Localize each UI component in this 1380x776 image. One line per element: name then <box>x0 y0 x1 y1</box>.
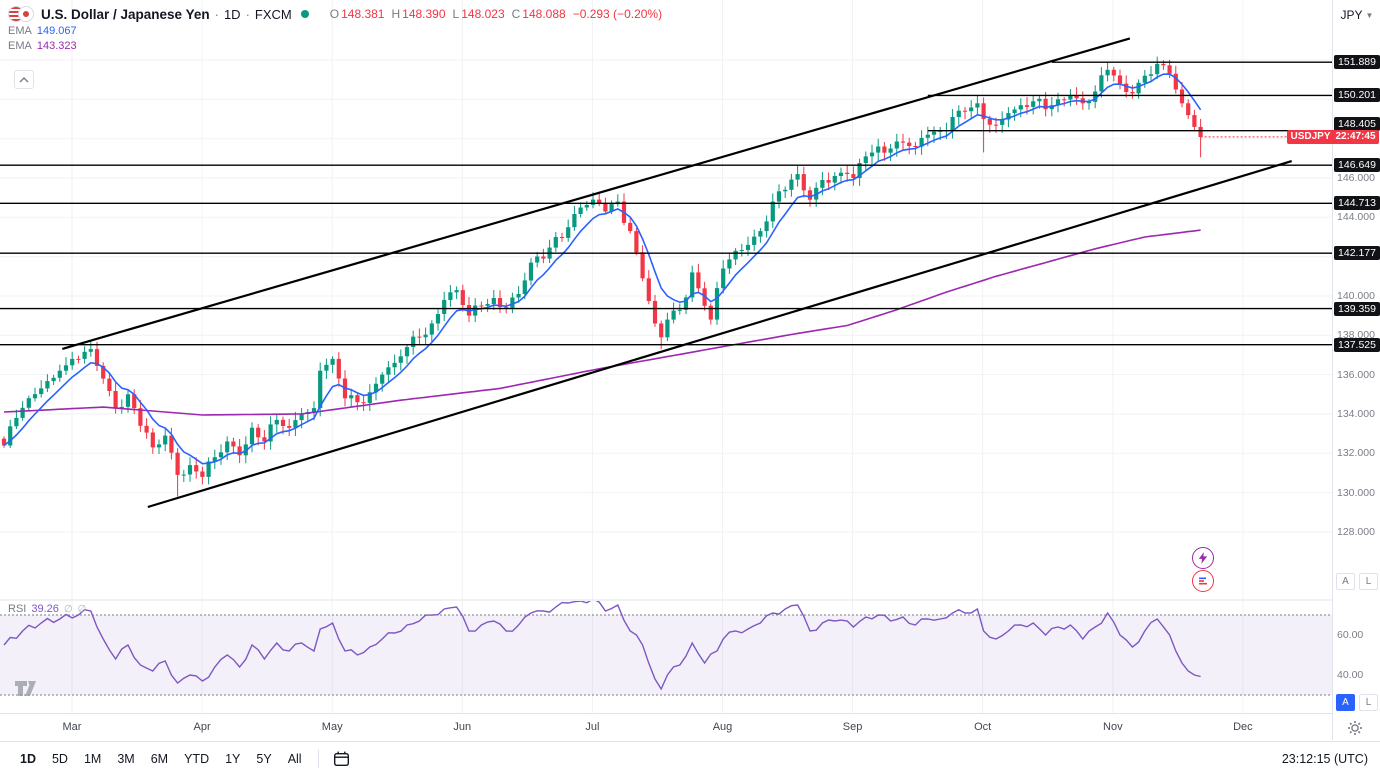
collapse-legend-button[interactable] <box>14 70 34 89</box>
rsi-value: 39.26 <box>31 603 59 615</box>
price-line-badge: 150.201 <box>1334 88 1380 103</box>
time-axis-month-label: Apr <box>193 721 211 733</box>
price-tick-label: 132.000 <box>1337 447 1375 460</box>
symbol-legend: U.S. Dollar / Japanese Yen · 1D · FXCM O… <box>8 6 662 52</box>
jp-flag-icon <box>18 6 34 22</box>
time-axis-month-label: Jun <box>453 721 472 733</box>
price-line-badge: 142.177 <box>1334 246 1380 261</box>
go-to-date-button[interactable] <box>327 749 356 769</box>
low-value: 148.023 <box>461 7 505 21</box>
price-axis[interactable]: JPY ▼ A L A L USDJPY 22:47:45 <box>1287 0 1380 742</box>
time-axis-month-label: Oct <box>974 721 992 733</box>
range-button-1y[interactable]: 1Y <box>225 752 241 766</box>
chevron-up-icon <box>19 76 29 82</box>
price-tick-label: 146.000 <box>1337 172 1375 184</box>
ema-slow-legend[interactable]: EMA 143.323 <box>8 40 662 52</box>
auto-scale-button-rsi[interactable]: A <box>1336 694 1355 711</box>
ema-fast-value: 149.067 <box>36 25 77 37</box>
calendar-icon <box>333 751 349 767</box>
ema-slow-label: EMA <box>8 40 32 52</box>
price-line-badge: 137.525 <box>1334 337 1380 352</box>
bottom-toolbar: 1D 5D 1M 3M 6M YTD 1Y 5Y All 23:12:15 (UTC) <box>0 741 1380 776</box>
chart-canvas[interactable] <box>0 0 1332 713</box>
range-button-3m[interactable]: 3M <box>117 752 135 766</box>
countdown-symbol: USDJPY <box>1290 130 1331 142</box>
exchange-label[interactable]: FXCM <box>254 6 292 22</box>
price-line-badge: 148.405 <box>1334 116 1380 131</box>
time-axis-month-label: Nov <box>1103 721 1123 733</box>
range-button-ytd[interactable]: YTD <box>184 752 210 766</box>
range-button-1m[interactable]: 1M <box>83 752 102 766</box>
toolbar-divider <box>317 750 319 768</box>
market-depth-icon[interactable] <box>1192 570 1214 592</box>
rsi-label: RSI <box>8 603 27 615</box>
symbol-title[interactable]: U.S. Dollar / Japanese Yen <box>41 6 210 22</box>
chart-floating-icons <box>1192 547 1214 592</box>
currency-label: JPY <box>1340 8 1363 22</box>
time-axis-month-label: Jul <box>585 721 600 733</box>
ema-slow-value: 143.323 <box>36 40 77 52</box>
interval-label[interactable]: 1D <box>223 6 241 22</box>
countdown-timer: 22:47:45 <box>1335 130 1376 142</box>
main-pane-scale-buttons: A L <box>1336 573 1378 590</box>
time-axis-month-label: Aug <box>712 721 733 733</box>
ema-fast-legend[interactable]: EMA 149.067 <box>8 25 662 37</box>
log-scale-button-rsi[interactable]: L <box>1359 694 1378 711</box>
high-value: 148.390 <box>402 7 446 21</box>
ohlc-values: O 148.381 H 148.390 L 148.023 C 148.088 −0.2… <box>329 7 663 21</box>
depth-bars-icon <box>1199 577 1207 585</box>
axis-settings-gear-icon[interactable] <box>1346 719 1364 742</box>
price-tick-label: 128.000 <box>1337 526 1375 538</box>
rsi-tick-label: 40.00 <box>1337 669 1364 681</box>
time-axis-month-label: Sep <box>842 721 863 733</box>
price-tick-label: 144.000 <box>1337 211 1375 224</box>
price-line-badge: 151.889 <box>1334 55 1380 70</box>
range-button-1d[interactable]: 1D <box>20 752 36 766</box>
instrument-logo <box>8 6 34 22</box>
change-value: −0.293 (−0.20%) <box>572 7 663 21</box>
price-tick-label: 136.000 <box>1337 368 1375 381</box>
time-axis[interactable]: Mar Apr May Jun Jul Aug Sep Oct Nov Dec <box>0 713 1332 741</box>
tradingview-logo[interactable] <box>14 680 38 702</box>
currency-selector[interactable]: JPY ▼ <box>1335 4 1379 26</box>
lightning-bolt-icon <box>1198 552 1208 564</box>
range-buttons: 1D 5D 1M 3M 6M YTD 1Y 5Y All <box>12 749 310 769</box>
time-axis-month-label: May <box>321 721 343 733</box>
range-button-5y[interactable]: 5Y <box>256 752 272 766</box>
separator-dot: · <box>214 6 219 22</box>
range-button-6m[interactable]: 6M <box>150 752 169 766</box>
rsi-legend[interactable]: RSI 39.26 ∅ ∅ <box>8 603 86 615</box>
time-axis-month-label: Dec <box>1233 721 1253 733</box>
clock-utc[interactable]: 23:12:15 (UTC) <box>1281 752 1368 766</box>
auto-scale-button-main[interactable]: A <box>1336 573 1355 590</box>
price-line-badge: 139.359 <box>1334 301 1380 316</box>
range-button-5d[interactable]: 5D <box>51 752 68 766</box>
range-button-all[interactable]: All <box>287 752 302 766</box>
separator-dot: · <box>245 6 250 22</box>
indicator-hide-icon[interactable]: ∅ <box>63 603 73 615</box>
price-tick-label: 140.000 <box>1337 290 1375 302</box>
price-line-badge: 146.649 <box>1334 158 1380 173</box>
chart-region[interactable]: U.S. Dollar / Japanese Yen · 1D · FXCM O… <box>0 0 1380 742</box>
rsi-tick-label: 60.00 <box>1337 629 1364 641</box>
log-scale-button-main[interactable]: L <box>1359 573 1378 590</box>
chevron-down-icon: ▼ <box>1365 10 1374 20</box>
instant-order-icon[interactable] <box>1192 547 1214 569</box>
price-tick-label: 130.000 <box>1337 486 1375 499</box>
rsi-pane-scale-buttons: A L <box>1336 694 1378 711</box>
open-value: 148.381 <box>341 7 385 21</box>
market-status-dot[interactable] <box>300 10 309 18</box>
time-axis-month-label: Mar <box>62 721 82 733</box>
last-price-countdown-badge: USDJPY 22:47:45 <box>1287 129 1379 144</box>
price-line-badge: 144.713 <box>1334 196 1380 211</box>
ema-fast-label: EMA <box>8 25 32 37</box>
close-value: 148.088 <box>522 7 566 21</box>
indicator-menu-icon[interactable]: ∅ <box>77 603 87 615</box>
price-tick-label: 134.000 <box>1337 408 1375 420</box>
